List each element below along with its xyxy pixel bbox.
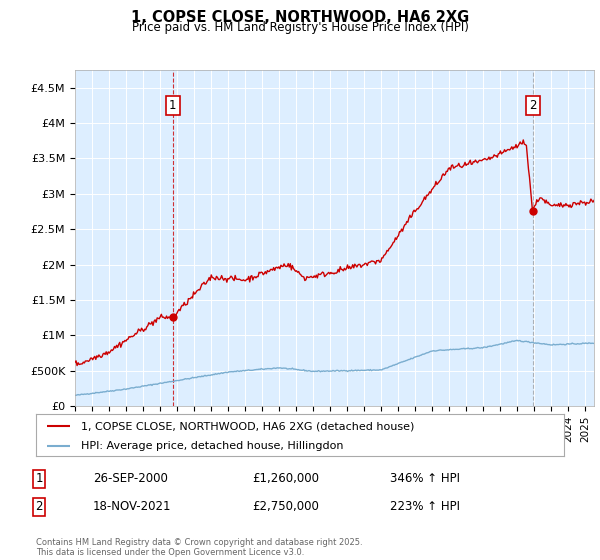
Text: 223% ↑ HPI: 223% ↑ HPI [390,500,460,514]
Text: 1: 1 [35,472,43,486]
Text: 1, COPSE CLOSE, NORTHWOOD, HA6 2XG (detached house): 1, COPSE CLOSE, NORTHWOOD, HA6 2XG (deta… [81,421,414,431]
Text: 18-NOV-2021: 18-NOV-2021 [93,500,172,514]
Text: £2,750,000: £2,750,000 [252,500,319,514]
Text: 26-SEP-2000: 26-SEP-2000 [93,472,168,486]
Text: Contains HM Land Registry data © Crown copyright and database right 2025.
This d: Contains HM Land Registry data © Crown c… [36,538,362,557]
Text: 1, COPSE CLOSE, NORTHWOOD, HA6 2XG: 1, COPSE CLOSE, NORTHWOOD, HA6 2XG [131,10,469,25]
Text: £1,260,000: £1,260,000 [252,472,319,486]
Text: 2: 2 [529,99,537,112]
Text: 346% ↑ HPI: 346% ↑ HPI [390,472,460,486]
Text: 2: 2 [35,500,43,514]
Text: 1: 1 [169,99,176,112]
Text: Price paid vs. HM Land Registry's House Price Index (HPI): Price paid vs. HM Land Registry's House … [131,21,469,34]
Text: HPI: Average price, detached house, Hillingdon: HPI: Average price, detached house, Hill… [81,441,343,451]
